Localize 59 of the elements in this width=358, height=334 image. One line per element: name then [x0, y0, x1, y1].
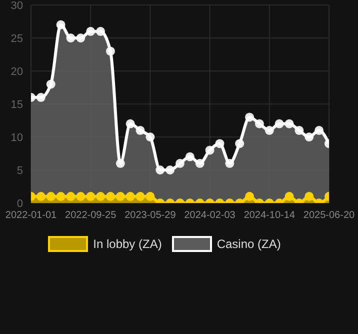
point — [96, 26, 106, 36]
point — [76, 192, 86, 201]
point — [146, 192, 155, 201]
point — [166, 166, 175, 174]
point — [225, 158, 234, 168]
x-tick-label: 2024-02-03 — [184, 210, 236, 222]
point — [36, 192, 46, 201]
x-tick-label: 2025-06-20 — [303, 210, 356, 222]
point — [264, 126, 274, 135]
point — [46, 80, 56, 89]
point — [304, 192, 314, 201]
point — [314, 126, 324, 135]
legend-label: In lobby (ZA) — [93, 237, 162, 251]
point — [205, 146, 214, 155]
point — [136, 126, 145, 135]
point — [96, 192, 106, 201]
point — [304, 132, 314, 142]
point — [126, 192, 135, 201]
x-tick-label: 2022-01-01 — [5, 210, 58, 222]
point — [284, 192, 294, 201]
y-tick-label: 0 — [16, 198, 23, 210]
point — [56, 192, 66, 201]
point — [254, 119, 264, 128]
point — [176, 158, 184, 168]
point — [76, 34, 86, 42]
y-tick-label: 25 — [10, 32, 23, 45]
y-tick-label: 20 — [10, 66, 23, 78]
point — [195, 158, 204, 168]
y-tick-label: 15 — [10, 98, 23, 111]
point — [146, 132, 155, 142]
point — [284, 119, 294, 128]
point — [126, 119, 135, 128]
point — [46, 192, 56, 201]
point — [116, 192, 125, 201]
point — [185, 152, 194, 162]
point — [136, 192, 145, 201]
x-tick-label: 2024-10-14 — [244, 210, 296, 222]
y-tick-label: 30 — [10, 0, 23, 12]
point — [245, 112, 254, 122]
point — [36, 92, 46, 102]
point — [116, 158, 125, 168]
legend-label: Casino (ZA) — [216, 237, 281, 251]
x-tick-label: 2022-09-25 — [65, 210, 117, 222]
point — [106, 46, 115, 56]
point — [106, 192, 115, 201]
point — [156, 166, 165, 174]
point — [294, 126, 304, 135]
point — [235, 139, 244, 148]
point — [66, 34, 76, 42]
point — [56, 20, 66, 30]
point — [215, 139, 224, 148]
point — [274, 119, 284, 128]
x-tick-label: 2023-05-29 — [124, 210, 176, 222]
point — [245, 192, 254, 201]
y-tick-label: 5 — [16, 164, 23, 177]
point — [86, 192, 96, 201]
point — [86, 26, 96, 36]
y-tick-label: 10 — [10, 132, 23, 144]
point — [66, 192, 76, 201]
